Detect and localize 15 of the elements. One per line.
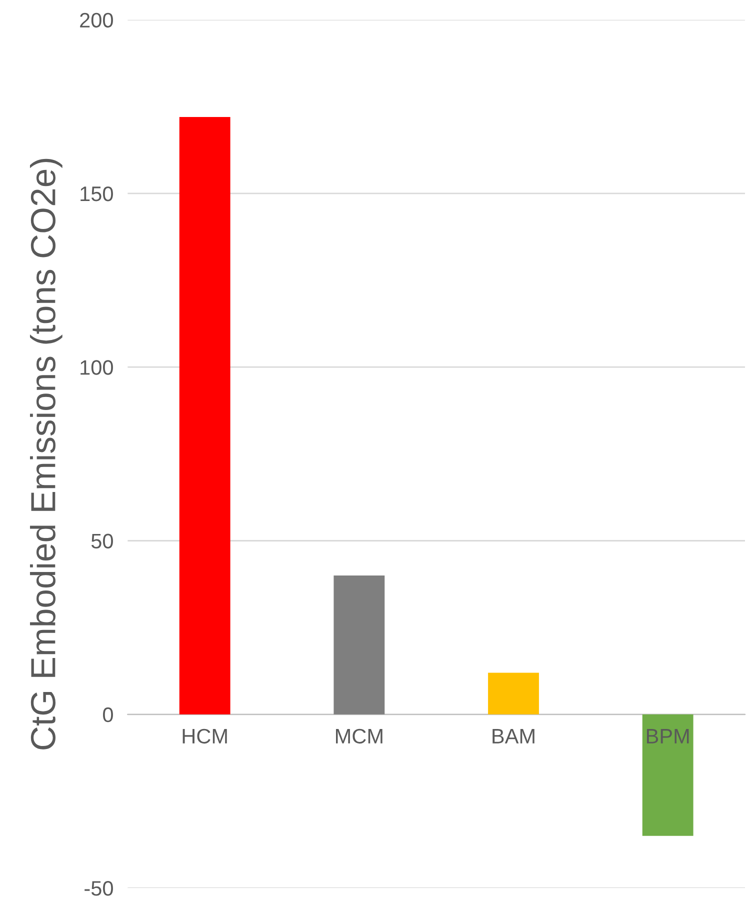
y-tick-label: 100 bbox=[80, 360, 113, 375]
x-tick-label: HCM bbox=[182, 728, 227, 744]
bar bbox=[179, 117, 230, 714]
x-tick-label: MCM bbox=[336, 728, 382, 744]
x-tick-label: BPM bbox=[646, 729, 689, 744]
y-tick-label: 150 bbox=[80, 186, 113, 202]
x-tick-label: BAM bbox=[492, 729, 534, 744]
y-axis-title: CtG Embodied Emissions (tons CO2e) bbox=[30, 158, 62, 750]
bar bbox=[488, 672, 539, 714]
bar bbox=[642, 714, 694, 836]
y-tick-label: 50 bbox=[91, 534, 113, 548]
y-tick-label: 0 bbox=[103, 707, 113, 722]
y-tick-label: 200 bbox=[80, 12, 113, 28]
bar bbox=[334, 575, 385, 714]
y-tick-label: -50 bbox=[84, 881, 113, 896]
